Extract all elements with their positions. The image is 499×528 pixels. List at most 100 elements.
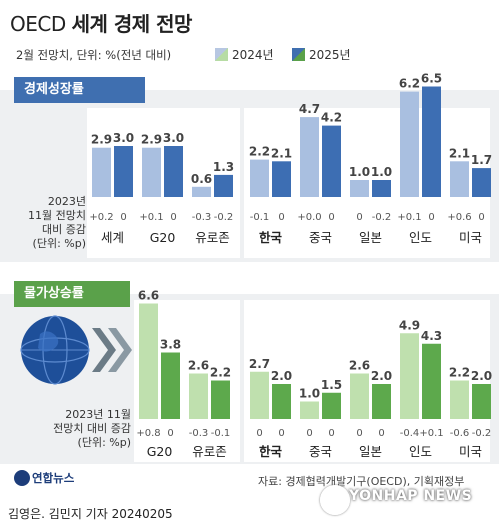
data-label-2025: 2.0 (371, 369, 392, 383)
inflation-note-line: 전망치 대비 증감 (53, 422, 131, 435)
bar-2024 (139, 303, 158, 419)
data-label-2025: 1.7 (471, 153, 492, 167)
data-label-2025: 1.5 (321, 378, 342, 392)
bar-2025 (422, 343, 441, 419)
change-2025: -0.2 (372, 212, 392, 223)
bar-2025 (322, 392, 341, 419)
bar-2024 (350, 180, 369, 197)
bar-2025 (211, 380, 230, 419)
data-label-2024: 1.0 (349, 165, 370, 179)
bar-2025 (472, 168, 491, 197)
yonhap-logo-text: 연합뉴스 (32, 471, 75, 485)
legend-2024: 2024년 (215, 46, 274, 63)
data-label-2024: 6.2 (399, 77, 420, 91)
title-main: 세계 경제 전망 (71, 12, 193, 36)
bar-2025 (161, 352, 180, 419)
category-label: 미국 (459, 444, 482, 459)
data-label-2024: 4.9 (399, 318, 420, 332)
bar-2024 (142, 147, 161, 197)
credit-line: 김영은. 김민지 기자 20240205 (8, 507, 173, 521)
chevron-right-icon (92, 328, 116, 372)
change-2024: +0.0 (297, 212, 321, 223)
bar-2024 (192, 186, 211, 197)
data-label-2025: 2.2 (210, 366, 231, 380)
data-label-2025: 2.0 (271, 369, 292, 383)
change-2024: -0.1 (250, 212, 270, 223)
data-label-2024: 2.7 (249, 357, 270, 371)
subtitle: 2월 전망치, 단위: %(전년 대비) (16, 48, 172, 62)
bar-2024 (400, 333, 419, 419)
category-label: 유로존 (192, 444, 227, 459)
change-2024: +0.1 (139, 212, 163, 223)
bar-2024 (189, 373, 208, 419)
watermark: YONHAP NEWS (349, 488, 473, 504)
watermark-logo-icon (320, 485, 350, 515)
yonhap-logo-icon (14, 470, 30, 486)
bar-2024 (250, 159, 269, 197)
data-label-2025: 3.0 (163, 131, 184, 145)
growth-note-line: (단위: %p) (32, 237, 86, 250)
bar-2025 (272, 161, 291, 197)
data-label-2024: 2.6 (188, 359, 209, 373)
data-label-2024: 2.6 (349, 359, 370, 373)
data-label-2025: 3.0 (113, 131, 134, 145)
change-2024: +0.6 (447, 212, 471, 223)
change-2024: +0.8 (136, 428, 160, 439)
category-label: 일본 (359, 230, 382, 245)
bar-2025 (472, 384, 491, 419)
change-2025: 0 (278, 212, 284, 223)
change-2025: 0 (120, 212, 126, 223)
bar-2025 (372, 180, 391, 197)
data-label-2024: 2.2 (449, 366, 470, 380)
inflation-note-line: 2023년 11월 (65, 408, 131, 421)
section-tab-growth: 경제성장률 (14, 77, 145, 103)
growth-note-line: 대비 증감 (42, 223, 86, 236)
change-2025: 0 (378, 428, 384, 439)
source-note: 자료: 경제협력개발기구(OECD), 기획재정부 (258, 475, 465, 488)
change-2024: -0.3 (189, 428, 209, 439)
category-label: 한국 (259, 230, 283, 245)
data-label-2024: 0.6 (191, 172, 212, 186)
data-label-2024: 2.9 (141, 133, 162, 147)
data-label-2025: 4.2 (321, 111, 342, 125)
data-label-2024: 4.7 (299, 102, 320, 116)
bar-2025 (214, 174, 233, 197)
change-2024: 0 (256, 428, 262, 439)
bar-2024 (92, 147, 111, 197)
category-label: 중국 (309, 230, 332, 245)
bar-2025 (422, 86, 441, 197)
growth-note: 2023년 11월 전망치 대비 증감 (단위: %p) (4, 195, 86, 251)
category-label: 미국 (459, 230, 482, 245)
data-label-2025: 2.0 (471, 369, 492, 383)
change-2024: 0 (306, 428, 312, 439)
chevron-right-icon (108, 328, 132, 372)
growth-note-line: 11월 전망치 (28, 209, 86, 222)
category-label: G20 (150, 230, 176, 245)
bar-2024 (300, 401, 319, 419)
bar-2025 (114, 146, 133, 197)
bar-2024 (300, 117, 319, 197)
change-2025: 0 (428, 212, 434, 223)
data-label-2025: 3.8 (160, 338, 181, 352)
legend-label-2024: 2024년 (232, 48, 274, 62)
bar-2025 (322, 125, 341, 197)
change-2025: 0 (328, 428, 334, 439)
data-label-2025: 4.3 (421, 329, 442, 343)
change-2024: +0.2 (89, 212, 113, 223)
bar-2025 (372, 384, 391, 419)
legend-2025: 2025년 (292, 46, 351, 63)
category-label: G20 (147, 444, 173, 459)
data-label-2025: 6.5 (421, 72, 442, 86)
legend-swatch-2025 (292, 48, 305, 61)
change-2024: -0.4 (400, 428, 420, 439)
bar-2025 (272, 384, 291, 419)
change-2025: -0.1 (211, 428, 231, 439)
change-2025: +0.1 (419, 428, 443, 439)
change-2024: -0.3 (192, 212, 212, 223)
change-2024: -0.6 (450, 428, 470, 439)
title-prefix: OECD (10, 12, 66, 36)
data-label-2024: 2.1 (449, 146, 470, 160)
